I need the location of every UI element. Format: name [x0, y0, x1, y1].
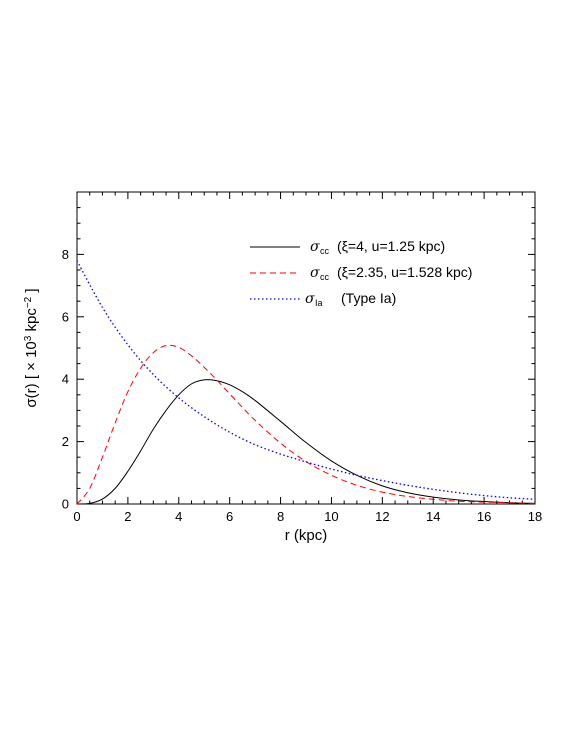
- x-tick-label: 0: [73, 509, 80, 524]
- legend-entry: σ cc (ξ=4, u=1.25 kpc): [250, 238, 445, 256]
- legend-entry: σ cc (ξ=2.35, u=1.528 kpc): [250, 264, 472, 282]
- plot-frame: [76, 191, 536, 505]
- legend-label: (Type Ia): [341, 290, 396, 306]
- y-tick-label: 2: [62, 434, 69, 449]
- series-lines: [76, 260, 536, 505]
- y-axis-title-middle: kpc: [23, 308, 40, 336]
- legend: σ cc (ξ=4, u=1.25 kpc) σ cc (ξ=2.35, u=1…: [250, 238, 472, 308]
- legend-label: (ξ=4, u=1.25 kpc): [337, 238, 445, 254]
- x-tick-label: 4: [175, 509, 182, 524]
- legend-subscript: cc: [320, 272, 330, 282]
- x-axis-ticks: 0 2 4 6 8 10 12 14 16 18: [73, 192, 542, 524]
- series-line-2: [76, 344, 536, 505]
- y-axis-title: σ(r) [ × 103 kpc−2 ]: [23, 288, 41, 407]
- y-axis-title-exp2: −2: [23, 296, 34, 308]
- y-axis-title-exp1: 3: [23, 335, 34, 341]
- x-tick-label: 12: [375, 509, 389, 524]
- x-tick-label: 10: [324, 509, 338, 524]
- legend-subscript: Ia: [315, 298, 323, 308]
- legend-entry: σ Ia (Type Ia): [250, 290, 396, 308]
- series-line-1: [76, 379, 536, 505]
- y-tick-label: 0: [62, 497, 69, 512]
- y-tick-label: 8: [62, 247, 69, 262]
- legend-symbol: σ: [305, 291, 315, 307]
- x-axis-title: r (kpc): [285, 527, 328, 544]
- y-axis-title-prefix: σ(r) [ × 10: [23, 341, 40, 407]
- x-tick-label: 2: [124, 509, 131, 524]
- legend-label: (ξ=2.35, u=1.528 kpc): [337, 264, 472, 280]
- legend-symbol: σ: [310, 239, 320, 255]
- legend-subscript: cc: [320, 246, 330, 256]
- x-tick-label: 16: [477, 509, 491, 524]
- y-tick-label: 6: [62, 309, 69, 324]
- x-tick-label: 14: [426, 509, 440, 524]
- x-tick-label: 8: [277, 509, 284, 524]
- y-axis-title-suffix: ]: [23, 288, 40, 296]
- legend-symbol: σ: [310, 265, 320, 281]
- y-tick-label: 4: [62, 372, 69, 387]
- x-tick-label: 18: [528, 509, 542, 524]
- x-tick-label: 6: [226, 509, 233, 524]
